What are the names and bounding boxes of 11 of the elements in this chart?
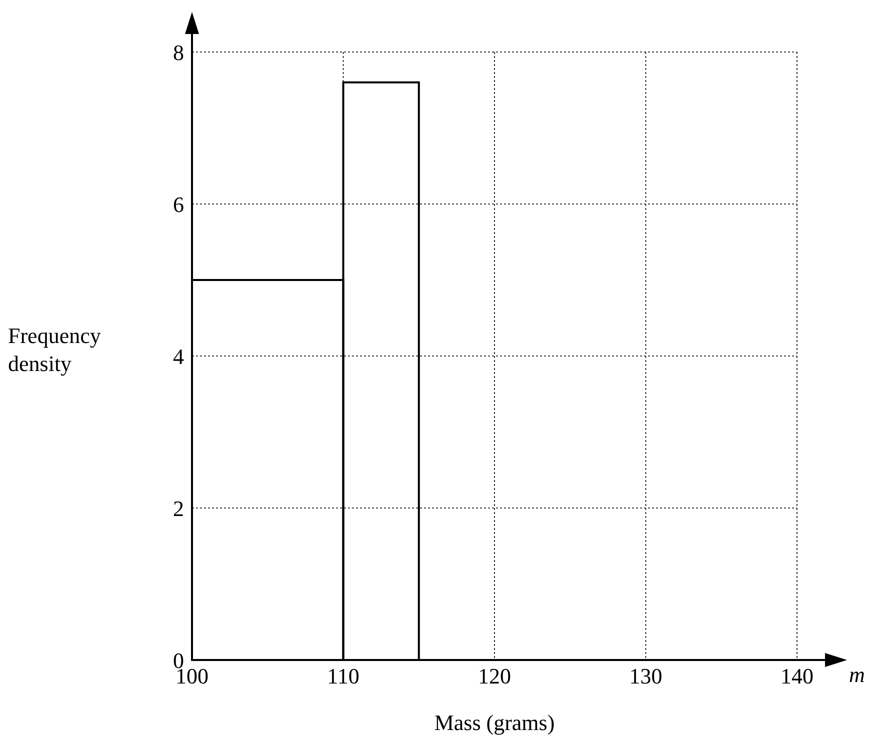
- y-tick-label: 8: [173, 40, 184, 65]
- text: m: [849, 662, 865, 688]
- x-axis-title: Mass (grams): [434, 710, 555, 735]
- y-tick-label: 6: [173, 192, 184, 217]
- y-axis-title: Frequency density: [8, 322, 102, 378]
- x-tick-label: 110: [327, 664, 360, 689]
- x-tick-label: 130: [629, 664, 662, 689]
- x-tick-label: 120: [478, 664, 511, 689]
- y-tick-label: 4: [173, 344, 184, 369]
- x-tick-label: 140: [780, 664, 814, 689]
- y-tick-label: 2: [173, 496, 184, 521]
